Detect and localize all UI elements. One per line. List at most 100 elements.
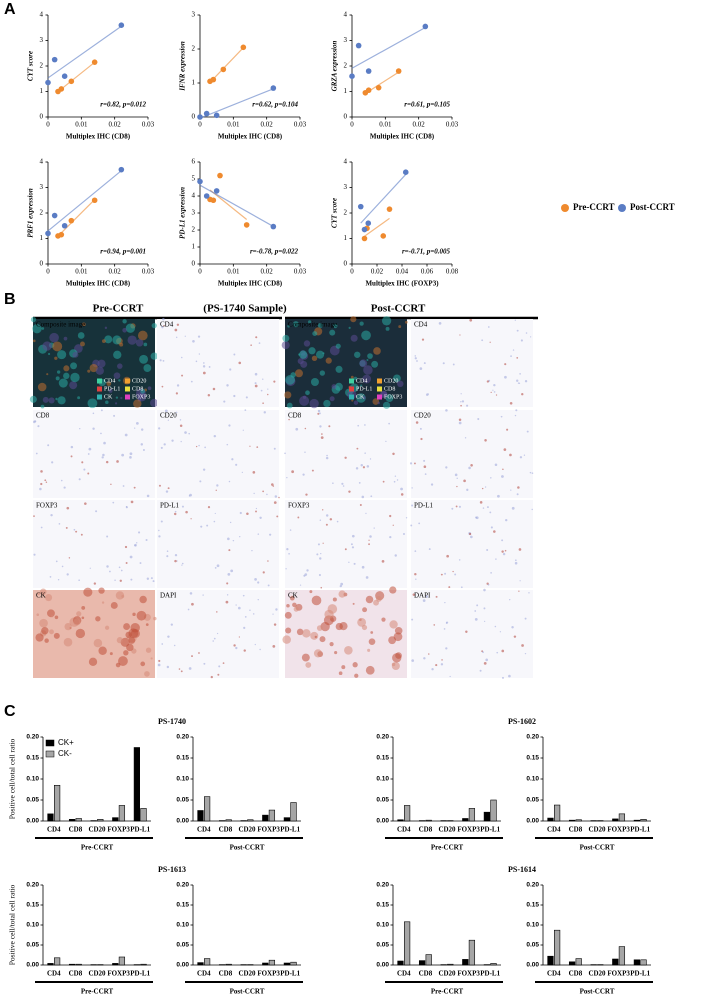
stain-dot: [70, 362, 78, 370]
stain-dot: [226, 384, 229, 387]
stain-dot: [377, 401, 381, 405]
stain-dot: [164, 409, 168, 413]
legend-marker: [377, 394, 382, 400]
stain-dot: [93, 638, 103, 648]
y-axis-label: PRF1 expression: [27, 188, 35, 238]
stain-dot: [335, 365, 343, 373]
stain-dot: [524, 380, 528, 383]
stain-dot: [497, 494, 500, 498]
stain-dot: [95, 510, 98, 513]
stain-dot: [223, 400, 226, 403]
stain-dot: [49, 629, 54, 635]
x-tick-label: 0.08: [446, 268, 459, 276]
stain-dot: [372, 398, 380, 405]
stain-dot: [521, 393, 524, 396]
stain-dot: [382, 401, 391, 409]
stain-dot: [422, 599, 426, 603]
stain-dot: [171, 324, 173, 326]
stain-dot: [354, 351, 361, 358]
stain-dot: [325, 357, 332, 364]
stain-dot: [127, 335, 137, 345]
bar: [612, 818, 619, 822]
stain-dot: [459, 334, 461, 336]
stain-dot: [305, 493, 308, 496]
stain-dot: [338, 671, 343, 676]
stain-dot: [361, 565, 365, 569]
image-tile: [157, 319, 279, 407]
y-tick-label: 0: [344, 260, 348, 268]
stain-dot: [483, 607, 486, 610]
stain-dot: [517, 486, 520, 489]
stain-dot: [134, 544, 136, 547]
stain-dot: [262, 490, 265, 493]
stain-dot: [381, 559, 385, 563]
stain-dot: [227, 573, 231, 576]
stain-dot: [100, 432, 102, 435]
x-tick-label: CD4: [397, 826, 411, 834]
stain-dot: [98, 587, 105, 594]
stain-dot: [207, 506, 211, 509]
stain-dot: [490, 526, 493, 529]
stain-dot: [150, 577, 153, 580]
y-tick-label: 0.05: [176, 942, 189, 949]
stain-dot: [465, 630, 468, 633]
y-tick-label: 3: [40, 183, 44, 191]
stain-dot: [110, 601, 118, 609]
stain-dot: [133, 486, 136, 489]
stain-dot: [230, 569, 234, 573]
stain-dot: [32, 324, 42, 334]
stain-dot: [40, 470, 43, 473]
stain-dot: [460, 404, 462, 407]
stain-dot: [456, 485, 458, 488]
stain-dot: [102, 339, 106, 343]
stain-dot: [322, 542, 324, 544]
stain-dot: [214, 566, 217, 569]
stain-dot: [392, 653, 402, 663]
stain-dot: [456, 477, 458, 480]
stain-dot: [452, 363, 455, 366]
stain-dot: [181, 564, 183, 566]
stain-dot: [54, 356, 58, 360]
stain-dot: [362, 607, 368, 613]
stain-dot: [350, 543, 353, 546]
stain-dot: [442, 362, 445, 365]
annotation: r=0.94, p=0.001: [100, 248, 146, 256]
stain-dot: [198, 353, 201, 355]
y-tick-label: 3: [192, 11, 196, 19]
stain-dot: [251, 549, 253, 552]
panel-label: B: [4, 291, 16, 308]
stain-dot: [487, 583, 490, 586]
stain-dot: [484, 620, 486, 622]
stain-dot: [464, 437, 467, 439]
stain-dot: [289, 529, 292, 531]
stain-dot: [143, 364, 152, 372]
stain-dot: [37, 592, 41, 596]
stain-dot: [204, 446, 206, 449]
trend-line: [360, 174, 407, 224]
stain-dot: [139, 562, 142, 565]
y-tick-label: 0.10: [176, 922, 189, 929]
y-tick-label: 3: [192, 209, 196, 217]
x-tick-label: PD-L1: [480, 826, 500, 834]
x-axis-label: Multiplex IHC (CD8): [66, 133, 131, 141]
stain-dot: [300, 360, 308, 368]
point: [51, 56, 58, 63]
stain-dot: [106, 535, 109, 538]
stain-dot: [493, 383, 496, 387]
bar: [462, 959, 469, 966]
stain-dot: [504, 363, 507, 366]
y-tick-label: 0.15: [526, 755, 539, 762]
point: [270, 223, 277, 230]
y-tick-label: 1: [40, 87, 44, 95]
stain-dot: [365, 512, 367, 515]
stain-dot: [202, 468, 206, 471]
y-tick-label: 4: [344, 11, 348, 19]
legend-label: Post-CCRT: [630, 202, 675, 212]
stain-dot: [486, 506, 489, 509]
y-tick-label: 1: [192, 79, 196, 87]
stain-dot: [389, 620, 398, 629]
stain-dot: [285, 627, 292, 634]
stain-dot: [181, 374, 184, 377]
annotation: r=0.82, p=0.012: [100, 101, 146, 109]
stain-dot: [254, 382, 257, 385]
